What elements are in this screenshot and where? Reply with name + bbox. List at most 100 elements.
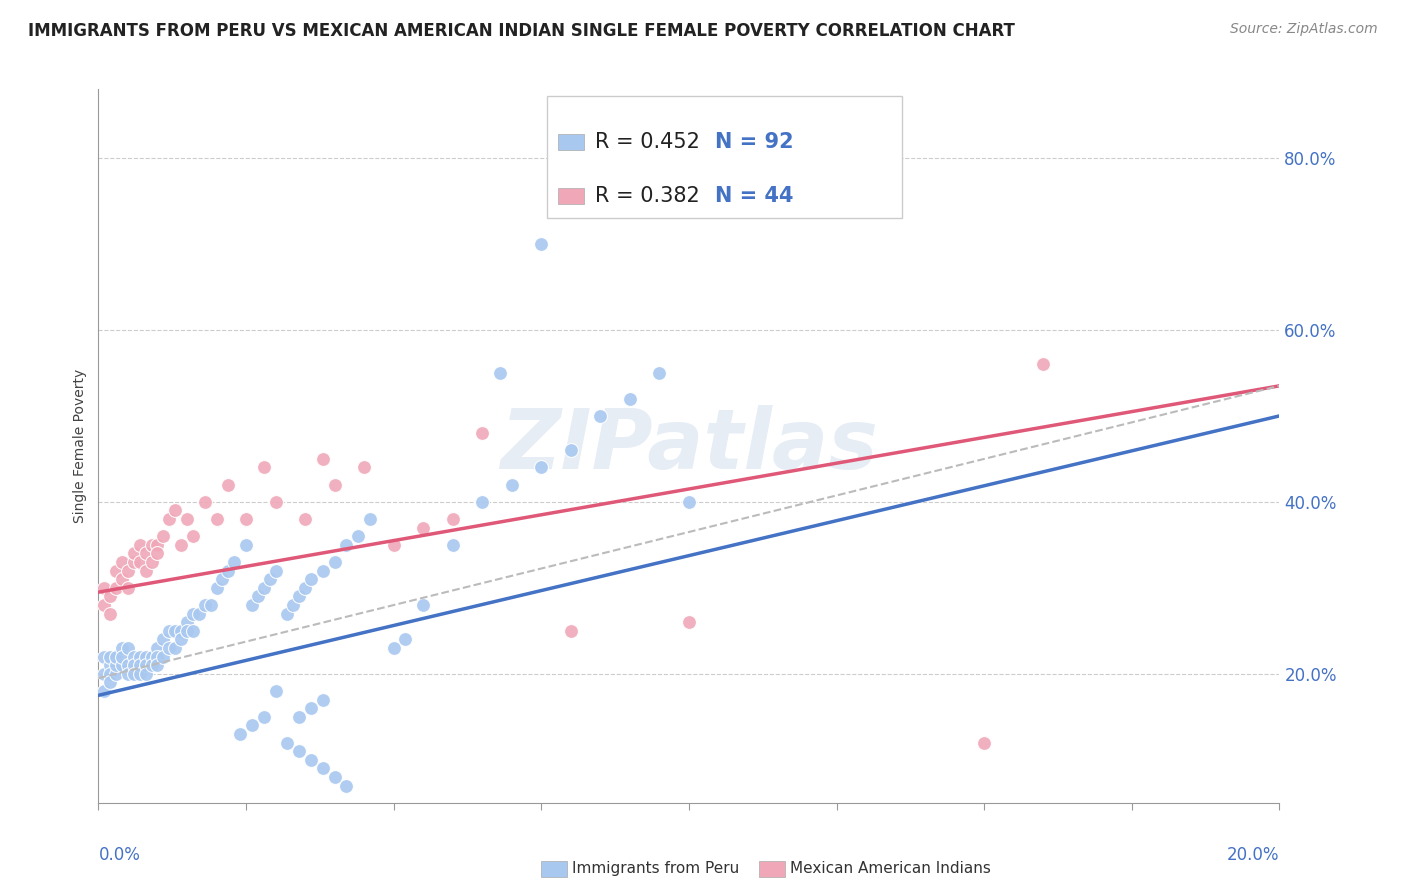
Point [264, 684, 287, 698]
Point [105, 564, 128, 578]
Point [141, 555, 163, 569]
Point [170, 538, 193, 552]
Point [122, 555, 145, 569]
Point [111, 658, 134, 673]
Point [229, 727, 252, 741]
Text: R = 0.382: R = 0.382 [595, 186, 700, 206]
Point [235, 538, 257, 552]
Point [194, 598, 217, 612]
Point [111, 572, 134, 586]
Text: Immigrants from Peru: Immigrants from Peru [572, 862, 740, 876]
Point [170, 632, 193, 647]
Point [560, 443, 582, 458]
Point [146, 641, 169, 656]
Point [152, 632, 174, 647]
Point [312, 451, 335, 466]
Point [128, 649, 150, 664]
Point [264, 495, 287, 509]
Point [253, 581, 276, 595]
Point [128, 658, 150, 673]
Point [176, 624, 198, 638]
Point [973, 736, 995, 750]
Point [170, 624, 193, 638]
Point [146, 649, 169, 664]
Text: ZIPatlas: ZIPatlas [501, 406, 877, 486]
Point [165, 624, 187, 638]
Point [294, 512, 316, 526]
Point [205, 581, 228, 595]
Point [135, 666, 157, 681]
Point [181, 624, 204, 638]
Point [128, 538, 150, 552]
Point [347, 529, 370, 543]
Point [98, 590, 121, 604]
Point [135, 546, 157, 560]
Point [181, 529, 204, 543]
Point [335, 538, 357, 552]
Point [141, 649, 163, 664]
Point [141, 658, 163, 673]
Point [217, 564, 239, 578]
Point [157, 641, 180, 656]
Point [205, 512, 228, 526]
Point [105, 658, 128, 673]
Point [441, 512, 464, 526]
Point [323, 770, 346, 784]
Point [294, 581, 316, 595]
Text: N = 92: N = 92 [714, 132, 793, 153]
Point [146, 658, 169, 673]
Point [165, 503, 187, 517]
Point [122, 658, 145, 673]
Point [288, 710, 311, 724]
Point [276, 736, 298, 750]
Point [128, 555, 150, 569]
Point [299, 701, 322, 715]
Point [394, 632, 416, 647]
Point [194, 495, 217, 509]
Point [111, 641, 134, 656]
Point [299, 753, 322, 767]
Point [648, 366, 671, 380]
Point [122, 546, 145, 560]
Point [93, 598, 115, 612]
Point [288, 590, 311, 604]
Point [412, 521, 434, 535]
Point [530, 460, 553, 475]
Point [146, 538, 169, 552]
Point [353, 460, 375, 475]
Point [176, 512, 198, 526]
Point [560, 624, 582, 638]
Point [235, 512, 257, 526]
Point [93, 649, 115, 664]
Point [1032, 357, 1054, 371]
Point [111, 555, 134, 569]
Point [105, 649, 128, 664]
Point [312, 564, 335, 578]
Point [335, 779, 357, 793]
Point [98, 607, 121, 621]
Point [619, 392, 641, 406]
Point [128, 666, 150, 681]
Point [264, 564, 287, 578]
Point [105, 666, 128, 681]
Point [152, 529, 174, 543]
Point [157, 624, 180, 638]
Text: Mexican American Indians: Mexican American Indians [790, 862, 991, 876]
Point [412, 598, 434, 612]
Point [93, 581, 115, 595]
Point [98, 675, 121, 690]
Text: 0.0%: 0.0% [98, 846, 141, 863]
Point [135, 649, 157, 664]
Point [259, 572, 281, 586]
Point [141, 538, 163, 552]
Point [253, 710, 276, 724]
Text: Source: ZipAtlas.com: Source: ZipAtlas.com [1230, 22, 1378, 37]
Point [98, 666, 121, 681]
Point [253, 460, 276, 475]
Point [117, 658, 139, 673]
Point [530, 236, 553, 251]
Point [323, 555, 346, 569]
Point [382, 538, 405, 552]
Point [471, 426, 494, 441]
Text: R = 0.452: R = 0.452 [595, 132, 700, 153]
